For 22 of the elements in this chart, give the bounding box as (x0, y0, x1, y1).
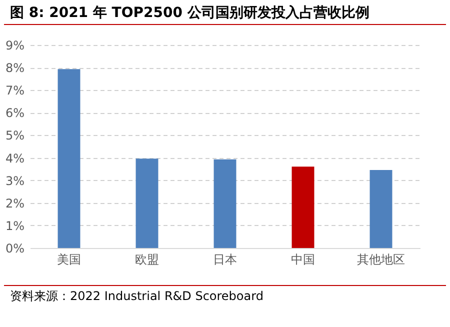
y-tick-label: 0% (5, 242, 24, 256)
chart-title: 图 8: 2021 年 TOP2500 公司国别研发投入占营收比例 (4, 0, 446, 25)
bar (214, 159, 236, 248)
x-tick-label: 日本 (213, 252, 237, 266)
y-tick-label: 8% (5, 61, 24, 76)
y-tick-label: 5% (5, 128, 24, 143)
x-tick-label: 中国 (291, 252, 315, 266)
x-tick-label: 欧盟 (135, 252, 159, 266)
y-tick-label: 6% (5, 106, 24, 120)
y-tick-label: 4% (5, 151, 24, 166)
y-tick-label: 7% (5, 84, 24, 98)
bar (292, 166, 314, 248)
y-tick-label: 3% (5, 174, 24, 188)
bar (58, 69, 80, 248)
x-tick-label: 美国 (57, 252, 81, 266)
y-tick-label: 9% (5, 38, 24, 52)
y-tick-label: 2% (5, 196, 24, 210)
text: 资料来源：2022 Industrial R&D Scoreboard (4, 285, 446, 307)
bar (136, 158, 158, 248)
bar (370, 170, 392, 248)
x-tick-label: 其他地区 (357, 252, 405, 266)
y-tick-label: 1% (5, 218, 24, 233)
